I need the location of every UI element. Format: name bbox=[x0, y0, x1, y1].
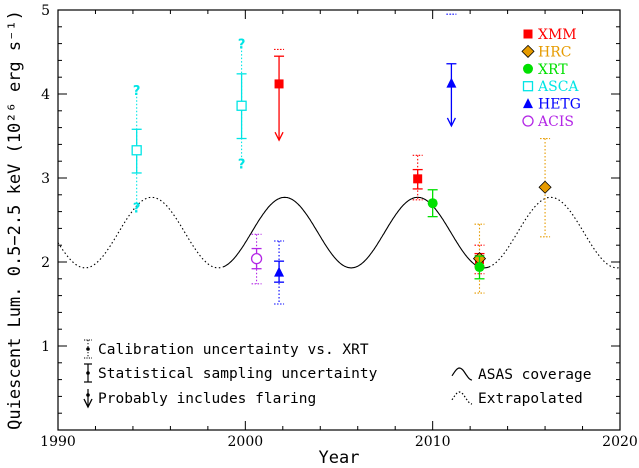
x-tick-label: 2020 bbox=[602, 434, 638, 450]
data-point-asca: ?? bbox=[131, 84, 142, 216]
extrapolated-curve-left bbox=[57, 196, 224, 269]
y-tick-label: 4 bbox=[41, 87, 50, 103]
note-flaring-arrow bbox=[83, 398, 93, 409]
note-label: Statistical sampling uncertainty bbox=[98, 366, 378, 382]
legend-item-hrc: HRC bbox=[521, 44, 571, 60]
legend-label-xmm: XMM bbox=[538, 27, 577, 43]
data-points: ???? bbox=[131, 13, 552, 305]
marker-hetg bbox=[446, 77, 457, 88]
legend-marker-asca bbox=[522, 81, 534, 92]
flaring-arrow bbox=[446, 117, 456, 128]
x-tick-label: 1990 bbox=[40, 434, 76, 450]
plot-frame bbox=[57, 9, 621, 431]
data-point-hetg bbox=[274, 240, 285, 305]
legend-label-xrt: XRT bbox=[538, 62, 568, 78]
marker-hrc bbox=[538, 180, 552, 194]
data-point-hrc bbox=[538, 137, 552, 238]
data-point-xmm bbox=[412, 154, 423, 201]
legend-label-hrc: HRC bbox=[538, 44, 571, 60]
y-tick-label: 5 bbox=[41, 3, 50, 19]
data-point-xrt bbox=[474, 255, 485, 280]
y-axis-title: Quiescent Lum. 0.5−2.5 keV (10²⁶ erg s⁻¹… bbox=[5, 10, 25, 430]
x-tick-label: 2010 bbox=[415, 434, 451, 450]
notes-key: Calibration uncertainty vs. XRT Statistic… bbox=[83, 339, 592, 409]
marker-hetg bbox=[274, 266, 285, 277]
note-flaring-dot bbox=[86, 393, 90, 397]
extrapolated-label: Extrapolated bbox=[478, 391, 583, 407]
asas-coverage-curve bbox=[222, 196, 490, 269]
marker-asca bbox=[131, 145, 142, 156]
legend-item-xmm: XMM bbox=[523, 27, 577, 43]
axes: 1990 2000 2010 2020 1 2 3 4 5 bbox=[40, 3, 638, 450]
data-point-xmm bbox=[274, 48, 285, 142]
calibration-uncertain-marker: ? bbox=[133, 84, 141, 99]
note-statistical-dot bbox=[86, 371, 90, 375]
calibration-uncertain-marker: ? bbox=[133, 201, 141, 216]
marker-xrt bbox=[474, 262, 485, 273]
data-point-asca: ?? bbox=[236, 38, 247, 173]
legend-marker-hrc bbox=[521, 44, 535, 58]
legend-marker-xmm bbox=[523, 29, 533, 39]
note-label: Calibration uncertainty vs. XRT bbox=[98, 342, 369, 358]
marker-xmm bbox=[274, 79, 284, 89]
note-calibration-dot bbox=[86, 347, 90, 351]
legend-label-hetg: HETG bbox=[538, 97, 581, 113]
legend-label-asca: ASCA bbox=[537, 79, 579, 95]
y-tick-label: 1 bbox=[41, 339, 50, 355]
marker-acis bbox=[250, 252, 263, 265]
legend-item-asca: ASCA bbox=[522, 79, 579, 95]
marker-asca bbox=[236, 100, 247, 111]
marker-xrt bbox=[427, 198, 438, 209]
y-tick-label: 2 bbox=[41, 255, 50, 271]
legend-marker-acis bbox=[522, 115, 534, 127]
legend-marker-xrt bbox=[523, 63, 533, 74]
asas-coverage-icon bbox=[451, 367, 473, 381]
extrapolated-curve-right bbox=[488, 196, 621, 269]
extrapolated-icon bbox=[451, 391, 473, 405]
asas-coverage-label: ASAS coverage bbox=[478, 367, 592, 383]
legend-label-acis: ACIS bbox=[537, 114, 574, 130]
x-tick-label: 2000 bbox=[228, 434, 264, 450]
calibration-uncertain-marker: ? bbox=[238, 38, 246, 53]
legend-marker-hetg bbox=[523, 98, 533, 109]
data-point-acis bbox=[250, 233, 263, 285]
marker-xmm bbox=[413, 174, 423, 184]
legend-item-acis: ACIS bbox=[522, 114, 574, 130]
legend-item-hetg: HETG bbox=[523, 97, 581, 113]
calibration-uncertain-marker: ? bbox=[238, 158, 246, 173]
data-point-xrt bbox=[427, 189, 438, 218]
x-axis-title: Year bbox=[319, 448, 360, 468]
data-point-hetg bbox=[446, 13, 457, 128]
legend-item-xrt: XRT bbox=[523, 62, 568, 78]
y-tick-label: 3 bbox=[41, 171, 50, 187]
note-label: Probably includes flaring bbox=[98, 391, 316, 407]
flaring-arrow bbox=[274, 131, 284, 142]
